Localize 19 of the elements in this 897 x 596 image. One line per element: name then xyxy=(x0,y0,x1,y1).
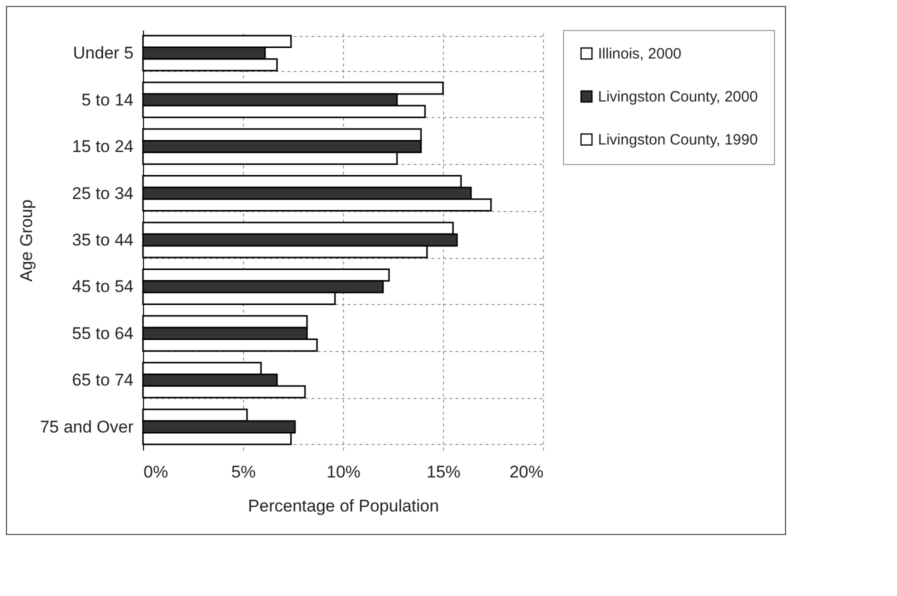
x-tick-label: 0% xyxy=(144,462,168,482)
x-axis-title: Percentage of Population xyxy=(248,496,439,516)
legend-label: Livingston County, 1990 xyxy=(598,132,758,148)
y-tick-label: 5 to 14 xyxy=(82,90,134,110)
legend-label: Illinois, 2000 xyxy=(598,46,682,62)
y-tick-label: 25 to 34 xyxy=(72,184,134,203)
y-tick-label: Under 5 xyxy=(73,44,134,63)
y-tick-label: 35 to 44 xyxy=(72,230,134,250)
x-tick-label: 20% xyxy=(509,462,544,482)
y-tick-label: 15 to 24 xyxy=(72,137,134,156)
y-tick-label: 55 to 64 xyxy=(72,324,134,343)
x-tick-label: 15% xyxy=(426,462,461,482)
x-tick-label: 5% xyxy=(231,462,256,482)
legend-label: Livingston County, 2000 xyxy=(598,88,758,106)
y-tick-label: 75 and Over xyxy=(40,417,134,436)
x-tick-label: 10% xyxy=(326,462,361,482)
y-tick-label: 45 to 54 xyxy=(72,277,134,296)
y-axis-title: Age Group xyxy=(16,199,36,282)
y-tick-label: 65 to 74 xyxy=(72,370,134,390)
